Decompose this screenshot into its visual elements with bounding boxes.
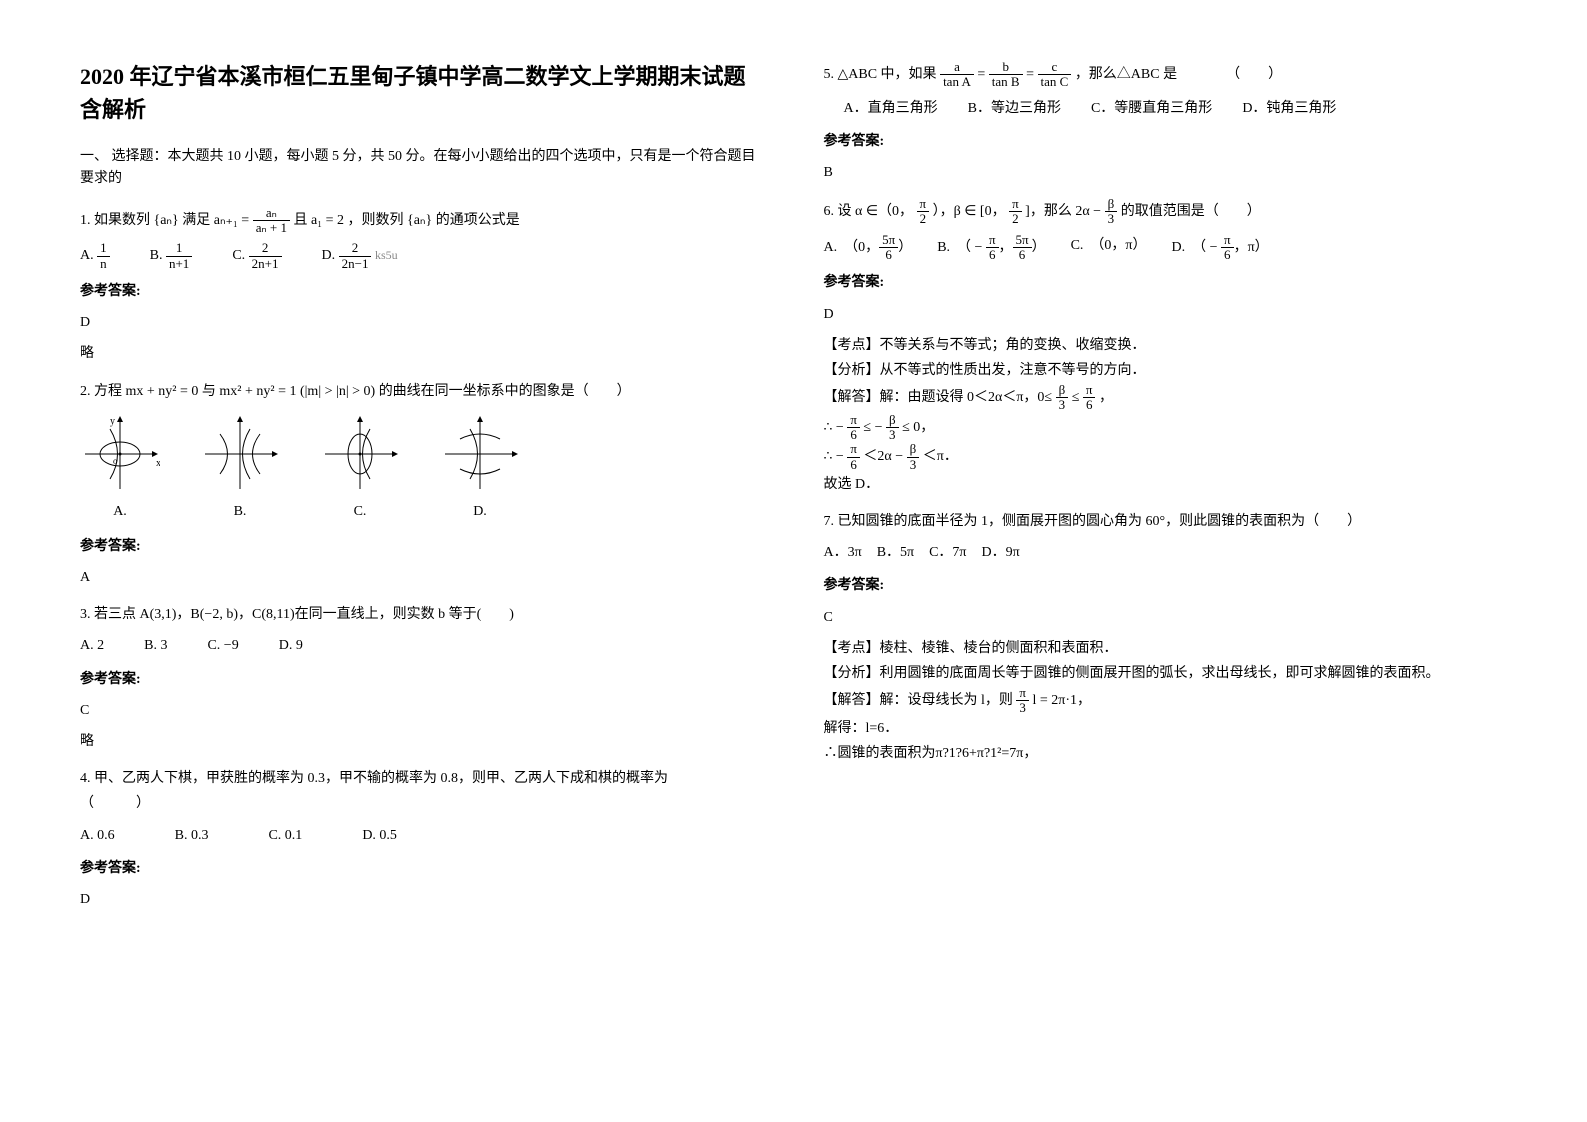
q7-answer: C xyxy=(824,605,1508,630)
q3-answer-label: 参考答案: xyxy=(80,667,764,692)
q7-options: A．3π B．5π C．7π D．9π xyxy=(824,540,1508,565)
question-6: 6. 设 α ∈（0， π2 ），β ∈ [0， π2 ]，那么 2α − β3… xyxy=(824,197,1508,497)
q2-answer-label: 参考答案: xyxy=(80,534,764,559)
q2-graph-a: x y o A. xyxy=(80,414,160,524)
q1-answer: D xyxy=(80,310,764,335)
left-column: 2020 年辽宁省本溪市桓仁五里甸子镇中学高二数学文上学期期末试题含解析 一、 … xyxy=(50,60,794,1062)
q3-text: 3. 若三点 A(3,1)，B(−2, b)，C(8,11)在同一直线上，则实数… xyxy=(80,602,764,627)
question-3: 3. 若三点 A(3,1)，B(−2, b)，C(8,11)在同一直线上，则实数… xyxy=(80,602,764,754)
question-4: 4. 甲、乙两人下棋，甲获胜的概率为 0.3，甲不输的概率为 0.8，则甲、乙两… xyxy=(80,766,764,912)
q6-text: 6. 设 α ∈（0， π2 ），β ∈ [0， π2 ]，那么 2α − β3… xyxy=(824,197,1508,227)
q2-graph-d: D. xyxy=(440,414,520,524)
q6-answer: D xyxy=(824,302,1508,327)
q6-options: A. （0，5π6） B. （ − π6，5π6） C. （0，π） D. （ … xyxy=(824,233,1508,263)
q7-answer-label: 参考答案: xyxy=(824,573,1508,598)
svg-text:o: o xyxy=(113,456,118,466)
q4-answer-label: 参考答案: xyxy=(80,856,764,881)
q1-text: 1. 如果数列 {aₙ} 满足 aₙ₊₁ = aₙaₙ + 1 且 a₁ = 2… xyxy=(80,206,764,236)
q5-answer: B xyxy=(824,160,1508,185)
question-7: 7. 已知圆锥的底面半径为 1，侧面展开图的圆心角为 60°，则此圆锥的表面积为… xyxy=(824,509,1508,766)
svg-text:x: x xyxy=(156,458,160,469)
page-title: 2020 年辽宁省本溪市桓仁五里甸子镇中学高二数学文上学期期末试题含解析 xyxy=(80,60,764,126)
q2-graph-c: C. xyxy=(320,414,400,524)
q4-answer: D xyxy=(80,887,764,912)
q1-options: A. 1n B. 1n+1 C. 22n+1 D. 22n−1 ks5u xyxy=(80,241,764,271)
q5-answer-label: 参考答案: xyxy=(824,129,1508,154)
q4-text: 4. 甲、乙两人下棋，甲获胜的概率为 0.3，甲不输的概率为 0.8，则甲、乙两… xyxy=(80,766,764,816)
q2-graph-b: B. xyxy=(200,414,280,524)
question-5: 5. △ABC 中，如果 atan A = btan B = ctan C ，那… xyxy=(824,60,1508,185)
q3-options: A. 2 B. 3 C. −9 D. 9 xyxy=(80,633,764,658)
q5-text: 5. △ABC 中，如果 atan A = btan B = ctan C ，那… xyxy=(824,60,1508,90)
question-1: 1. 如果数列 {aₙ} 满足 aₙ₊₁ = aₙaₙ + 1 且 a₁ = 2… xyxy=(80,206,764,367)
q4-options: A. 0.6 B. 0.3 C. 0.1 D. 0.5 xyxy=(80,823,764,848)
q6-answer-label: 参考答案: xyxy=(824,270,1508,295)
q2-graphs: x y o A. B. xyxy=(80,414,764,524)
right-column: 5. △ABC 中，如果 atan A = btan B = ctan C ，那… xyxy=(794,60,1538,1062)
q2-text: 2. 方程 mx + ny² = 0 与 mx² + ny² = 1 (|m| … xyxy=(80,379,764,404)
svg-text:y: y xyxy=(110,416,115,427)
q7-text: 7. 已知圆锥的底面半径为 1，侧面展开图的圆心角为 60°，则此圆锥的表面积为… xyxy=(824,509,1508,534)
q2-answer: A xyxy=(80,565,764,590)
section-header: 一、 选择题：本大题共 10 小题，每小题 5 分，共 50 分。在每小小题给出… xyxy=(80,146,764,191)
question-2: 2. 方程 mx + ny² = 0 与 mx² + ny² = 1 (|m| … xyxy=(80,379,764,591)
q3-answer: C xyxy=(80,698,764,723)
q5-options: A．直角三角形 B．等边三角形 C．等腰直角三角形 D．钝角三角形 xyxy=(844,96,1508,121)
q1-answer-label: 参考答案: xyxy=(80,279,764,304)
